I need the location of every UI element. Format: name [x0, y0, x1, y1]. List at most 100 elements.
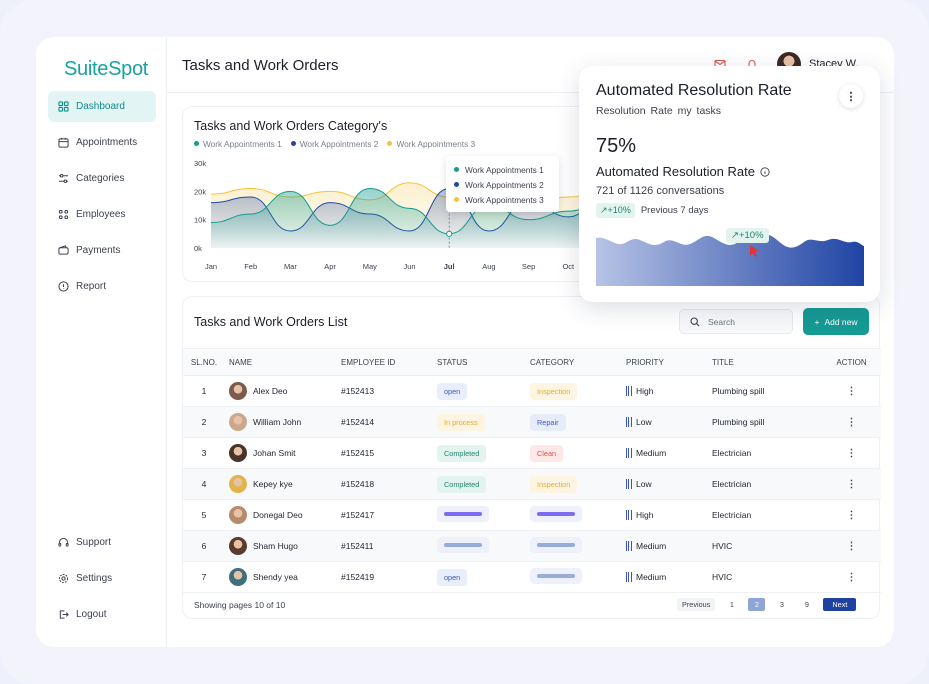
- status-cell: open: [437, 375, 530, 407]
- table-row[interactable]: 3 Johan Smit #152415 Completed Clean Med…: [183, 437, 881, 469]
- trend-up-icon: ↗: [600, 205, 608, 215]
- status-placeholder: [437, 537, 489, 553]
- popup-subtitle: Resolution Rate my tasks: [596, 105, 722, 117]
- row-actions-button[interactable]: ⋮: [822, 530, 881, 562]
- page-title: Tasks and Work Orders: [182, 57, 339, 74]
- info-icon: [58, 281, 69, 292]
- cursor-pointer-icon: [750, 245, 759, 257]
- trend-up-icon: ↗: [731, 230, 739, 241]
- status-cell: [437, 530, 530, 562]
- title-cell: HVIC: [712, 561, 822, 593]
- legend-label: Work Appointments 3: [396, 139, 476, 149]
- priority-cell: Medium: [626, 561, 712, 593]
- row-actions-button[interactable]: ⋮: [822, 406, 881, 438]
- category-placeholder: [530, 537, 582, 553]
- column-header: NAME: [225, 348, 341, 376]
- headset-icon: [58, 537, 69, 547]
- table-row[interactable]: 7 Shendy yea #152419 open Medium HVIC ⋮: [183, 561, 881, 593]
- more-vertical-icon: ⋮: [846, 447, 857, 459]
- metric-label: Automated Resolution Rate: [596, 164, 755, 179]
- grid-icon: [58, 101, 69, 112]
- category-badge: Inspection: [530, 475, 578, 493]
- legend-item: Work Appointments 2: [290, 139, 379, 149]
- tooltip-row: Work Appointments 2: [454, 178, 559, 193]
- employee-id: #152411: [341, 530, 437, 562]
- table-header-row: SL.NO. NAME EMPLOYEE ID STATUS CATEGORY …: [183, 348, 881, 376]
- status-badge: Completed: [437, 444, 487, 462]
- row-actions-button[interactable]: ⋮: [822, 499, 881, 531]
- priority-label: Low: [636, 417, 652, 427]
- avatar: [229, 537, 247, 555]
- x-tick-label: Jul: [444, 262, 455, 271]
- sidebar-item-label: Payments: [76, 245, 121, 256]
- employee-id: #152417: [341, 499, 437, 531]
- table-row[interactable]: 2 William John #152414 In process Repair…: [183, 406, 881, 438]
- avatar: [229, 475, 247, 493]
- category-placeholder: [530, 568, 582, 584]
- more-vertical-icon: ⋮: [846, 540, 857, 552]
- sidebar-item-employees[interactable]: Employees: [48, 199, 156, 230]
- more-vertical-icon: ⋮: [846, 571, 857, 583]
- priority-bars-icon: [626, 572, 632, 582]
- add-new-button[interactable]: + Add new: [803, 308, 869, 335]
- priority-label: High: [636, 510, 654, 520]
- chart-delta-tag: ↗+10%: [726, 228, 769, 243]
- sidebar-item-label: Logout: [76, 609, 107, 620]
- sidebar-item-label: Support: [76, 537, 112, 548]
- table-row[interactable]: 6 Sham Hugo #152411 Medium HVIC ⋮: [183, 530, 881, 562]
- row-actions-button[interactable]: ⋮: [822, 561, 881, 593]
- more-vertical-icon: ⋮: [846, 509, 857, 521]
- app-logo: SuiteSpot: [64, 58, 149, 80]
- more-options-button[interactable]: ⋮: [839, 84, 863, 108]
- sidebar-item-categories[interactable]: Categories: [48, 163, 156, 194]
- sidebar-item-support[interactable]: Support: [48, 527, 156, 558]
- sidebar-item-payments[interactable]: Payments: [48, 235, 156, 266]
- resolution-rate-popup: Automated Resolution Rate Resolution Rat…: [579, 66, 880, 302]
- row-actions-button[interactable]: ⋮: [822, 437, 881, 469]
- sidebar-item-appointments[interactable]: Appointments: [48, 127, 156, 158]
- status-cell: Completed: [437, 468, 530, 500]
- users-icon: [58, 209, 69, 220]
- resolution-percent: 75%: [596, 135, 637, 157]
- legend-label: Work Appointments 1: [203, 139, 282, 149]
- legend-label: Work Appointments 2: [299, 139, 379, 149]
- wallet-icon: [58, 245, 69, 255]
- page-button[interactable]: 1: [729, 600, 734, 609]
- employee-name: Kepey kye: [253, 479, 293, 489]
- header-divider: [167, 92, 894, 93]
- more-vertical-icon: ⋮: [846, 478, 857, 490]
- name-cell: William John: [225, 406, 341, 438]
- series-line: [210, 187, 609, 235]
- legend-item: Work Appointments 3: [387, 139, 475, 149]
- avatar: [229, 568, 247, 586]
- category-badge: Clean: [530, 444, 564, 462]
- next-page-button[interactable]: Next: [823, 598, 857, 611]
- sidebar-item-dashboard[interactable]: Dashboard: [48, 91, 156, 122]
- main-content: Tasks and Work Orders Stacey W. Tasks an…: [167, 37, 894, 647]
- page-button[interactable]: 9: [804, 600, 809, 609]
- avatar: [229, 382, 247, 400]
- conversation-count: 721 of 1126 conversations: [596, 185, 725, 197]
- chart-title: Tasks and Work Orders Category's: [194, 119, 388, 133]
- priority-bars-icon: [626, 510, 632, 520]
- info-icon[interactable]: [760, 166, 770, 177]
- table-row[interactable]: 5 Donegal Deo #152417 High Electrician ⋮: [183, 499, 881, 531]
- search-input[interactable]: Search: [679, 309, 793, 334]
- table-row[interactable]: 1 Alex Deo #152413 open Inspection High …: [183, 375, 881, 407]
- row-actions-button[interactable]: ⋮: [822, 375, 881, 407]
- page-button-current[interactable]: 2: [748, 598, 766, 611]
- previous-page-button[interactable]: Previous: [677, 598, 716, 611]
- employee-name: Shendy yea: [253, 572, 298, 582]
- column-header: EMPLOYEE ID: [341, 348, 437, 376]
- status-badge: In process: [437, 413, 485, 431]
- sidebar-item-label: Report: [76, 281, 107, 292]
- sidebar-item-settings[interactable]: Settings: [48, 563, 156, 594]
- row-actions-button[interactable]: ⋮: [822, 468, 881, 500]
- sidebar-item-report[interactable]: Report: [48, 271, 156, 302]
- sidebar-item-label: Categories: [76, 173, 125, 184]
- employee-id: #152414: [341, 406, 437, 438]
- title-cell: Plumbing spill: [712, 406, 822, 438]
- page-button[interactable]: 3: [779, 600, 784, 609]
- table-row[interactable]: 4 Kepey kye #152418 Completed Inspection…: [183, 468, 881, 500]
- sidebar-item-logout[interactable]: Logout: [48, 599, 156, 630]
